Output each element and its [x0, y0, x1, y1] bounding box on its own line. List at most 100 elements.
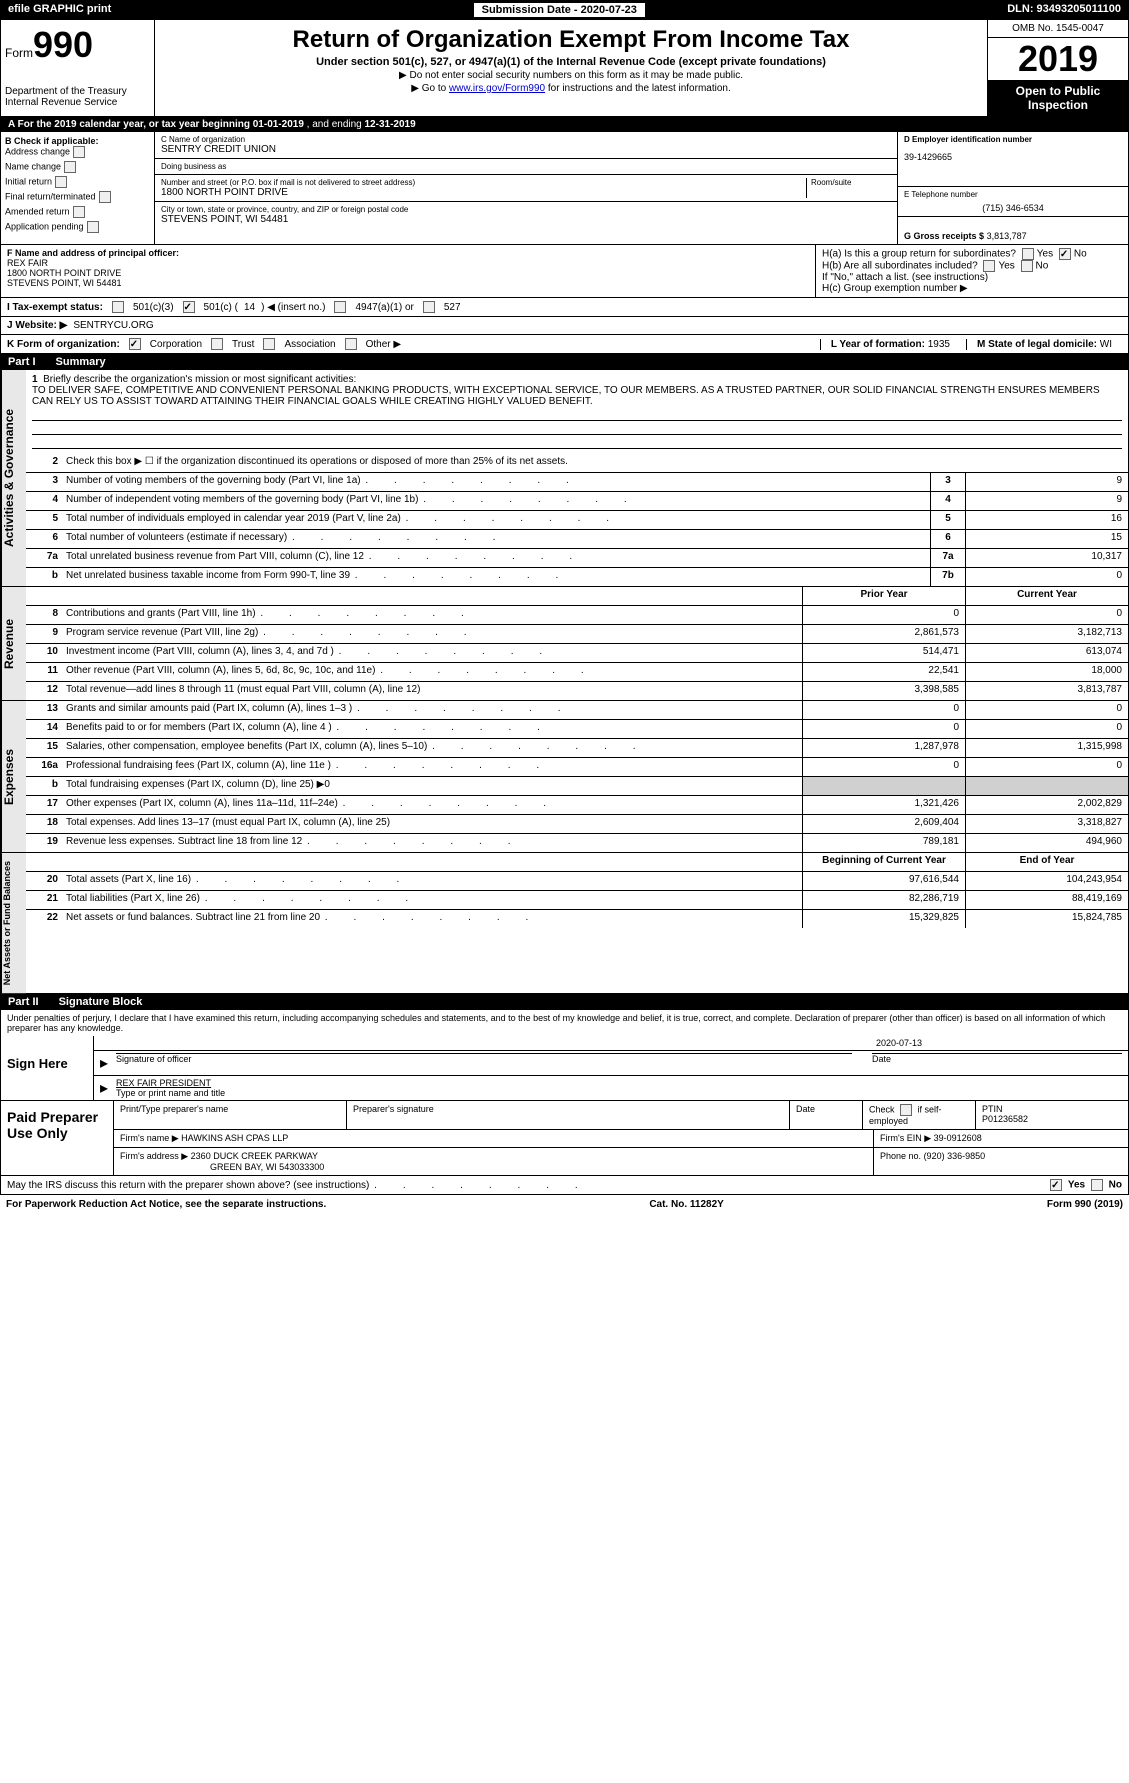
telephone-value: (715) 346-6534: [904, 203, 1122, 213]
f-h-row: F Name and address of principal officer:…: [0, 245, 1129, 298]
line-11: 11 Other revenue (Part VIII, column (A),…: [26, 663, 1128, 682]
line-13: 13 Grants and similar amounts paid (Part…: [26, 701, 1128, 720]
firm-name: HAWKINS ASH CPAS LLP: [181, 1133, 288, 1143]
cat-no: Cat. No. 11282Y: [649, 1199, 723, 1210]
netassets-table: Net Assets or Fund Balances Beginning of…: [0, 853, 1129, 994]
line-6: 6 Total number of volunteers (estimate i…: [26, 530, 1128, 549]
checkbox-amended[interactable]: [73, 206, 85, 218]
form-header: Form990 Department of the Treasury Inter…: [0, 20, 1129, 117]
goto-note: ▶ Go to www.irs.gov/Form990 for instruct…: [159, 83, 983, 94]
h-b-note: If "No," attach a list. (see instruction…: [822, 272, 1122, 283]
activities-table: Activities & Governance 1 Briefly descri…: [0, 370, 1129, 587]
revenue-table: Revenue Prior Year Current Year 8 Contri…: [0, 587, 1129, 701]
ein-cell: D Employer identification number 39-1429…: [898, 132, 1128, 187]
form-title: Return of Organization Exempt From Incom…: [159, 26, 983, 54]
line-2: 2 Check this box ▶ ☐ if the organization…: [26, 454, 1128, 473]
checkbox-self-employed[interactable]: [900, 1104, 912, 1116]
org-name: SENTRY CREDIT UNION: [161, 144, 891, 155]
line-9: 9 Program service revenue (Part VIII, li…: [26, 625, 1128, 644]
page-footer: For Paperwork Reduction Act Notice, see …: [0, 1195, 1129, 1214]
street-address: 1800 NORTH POINT DRIVE: [161, 187, 806, 198]
perjury-statement: Under penalties of perjury, I declare th…: [0, 1010, 1129, 1036]
checkbox-initial-return[interactable]: [55, 176, 67, 188]
section-f: F Name and address of principal officer:…: [1, 245, 816, 297]
twocol-header: Prior Year Current Year: [26, 587, 1128, 606]
calendar-year-row: A For the 2019 calendar year, or tax yea…: [0, 117, 1129, 132]
line-22: 22 Net assets or fund balances. Subtract…: [26, 910, 1128, 928]
checkbox-discuss-no[interactable]: [1091, 1179, 1103, 1191]
b-header: B Check if applicable:: [5, 136, 150, 146]
tax-year: 2019: [988, 38, 1128, 80]
section-b: B Check if applicable: Address change Na…: [1, 132, 155, 244]
city-state-zip: STEVENS POINT, WI 54481: [161, 214, 891, 225]
section-h: H(a) Is this a group return for subordin…: [816, 245, 1128, 297]
checkbox-name-change[interactable]: [64, 161, 76, 173]
checkbox-final-return[interactable]: [99, 191, 111, 203]
line-3: 3 Number of voting members of the govern…: [26, 473, 1128, 492]
city-cell: City or town, state or province, country…: [155, 202, 897, 228]
501c-number: 14: [244, 302, 255, 313]
checkbox-501c[interactable]: [183, 301, 195, 313]
checkbox-501c3[interactable]: [112, 301, 124, 313]
checkbox-ha-yes[interactable]: [1022, 248, 1034, 260]
line-4: 4 Number of independent voting members o…: [26, 492, 1128, 511]
side-activities: Activities & Governance: [1, 370, 26, 586]
part-i-header: Part I Summary: [0, 354, 1129, 370]
line-10: 10 Investment income (Part VIII, column …: [26, 644, 1128, 663]
arrow-icon: ▸: [100, 1053, 108, 1073]
telephone-cell: E Telephone number (715) 346-6534: [898, 187, 1128, 217]
line-5: 5 Total number of individuals employed i…: [26, 511, 1128, 530]
arrow-icon-2: ▸: [100, 1078, 108, 1098]
paid-preparer-label: Paid Preparer Use Only: [1, 1101, 114, 1175]
top-bar: efile GRAPHIC print Submission Date - 20…: [0, 0, 1129, 20]
checkbox-address-change[interactable]: [73, 146, 85, 158]
line-19: 19 Revenue less expenses. Subtract line …: [26, 834, 1128, 852]
checkbox-corp[interactable]: [129, 338, 141, 350]
ssn-note: ▶ Do not enter social security numbers o…: [159, 70, 983, 81]
checkbox-trust[interactable]: [211, 338, 223, 350]
irs-link[interactable]: www.irs.gov/Form990: [449, 83, 545, 94]
open-to-public: Open to Public Inspection: [988, 80, 1128, 116]
form-prefix: Form: [5, 46, 33, 60]
line-18: 18 Total expenses. Add lines 13–17 (must…: [26, 815, 1128, 834]
year-end: 12-31-2019: [365, 119, 416, 130]
checkbox-pending[interactable]: [87, 221, 99, 233]
checkbox-ha-no[interactable]: [1059, 248, 1071, 260]
submission-date: Submission Date - 2020-07-23: [474, 3, 645, 17]
form-title-block: Return of Organization Exempt From Incom…: [155, 20, 987, 116]
checkbox-527[interactable]: [423, 301, 435, 313]
year-formation: 1935: [928, 339, 950, 350]
ein-value: 39-1429665: [904, 152, 1122, 162]
checkbox-hb-no[interactable]: [1021, 260, 1033, 272]
firm-ein: 39-0912608: [934, 1133, 982, 1143]
checkbox-hb-yes[interactable]: [983, 260, 995, 272]
part-ii-header: Part II Signature Block: [0, 994, 1129, 1010]
firm-phone: (920) 336-9850: [924, 1151, 986, 1161]
efile-label: efile GRAPHIC print: [8, 3, 111, 17]
side-revenue: Revenue: [1, 587, 26, 700]
dln: DLN: 93493205011100: [1007, 3, 1121, 17]
state-domicile: WI: [1100, 339, 1112, 350]
line-7a: 7a Total unrelated business revenue from…: [26, 549, 1128, 568]
ptin: P01236582: [982, 1114, 1122, 1124]
checkbox-other[interactable]: [345, 338, 357, 350]
k-l-m-row: K Form of organization: Corporation Trus…: [0, 335, 1129, 354]
checkbox-discuss-yes[interactable]: [1050, 1179, 1062, 1191]
firm-address-2: GREEN BAY, WI 543033300: [210, 1162, 867, 1172]
form-subtitle: Under section 501(c), 527, or 4947(a)(1)…: [159, 56, 983, 68]
checkbox-4947[interactable]: [334, 301, 346, 313]
line-16b: b Total fundraising expenses (Part IX, c…: [26, 777, 1128, 796]
line-20: 20 Total assets (Part X, line 16) 97,616…: [26, 872, 1128, 891]
street-cell: Number and street (or P.O. box if mail i…: [155, 175, 897, 202]
section-d: D Employer identification number 39-1429…: [897, 132, 1128, 244]
line-16a: 16a Professional fundraising fees (Part …: [26, 758, 1128, 777]
line-7b: b Net unrelated business taxable income …: [26, 568, 1128, 586]
checkbox-assoc[interactable]: [263, 338, 275, 350]
h-c: H(c) Group exemption number ▶: [822, 283, 1122, 294]
form-right-block: OMB No. 1545-0047 2019 Open to Public In…: [987, 20, 1128, 116]
line-12: 12 Total revenue—add lines 8 through 11 …: [26, 682, 1128, 700]
side-netassets: Net Assets or Fund Balances: [1, 853, 26, 993]
omb-number: OMB No. 1545-0047: [988, 20, 1128, 38]
expenses-table: Expenses 13 Grants and similar amounts p…: [0, 701, 1129, 853]
h-b: H(b) Are all subordinates included? Yes …: [822, 260, 1122, 272]
